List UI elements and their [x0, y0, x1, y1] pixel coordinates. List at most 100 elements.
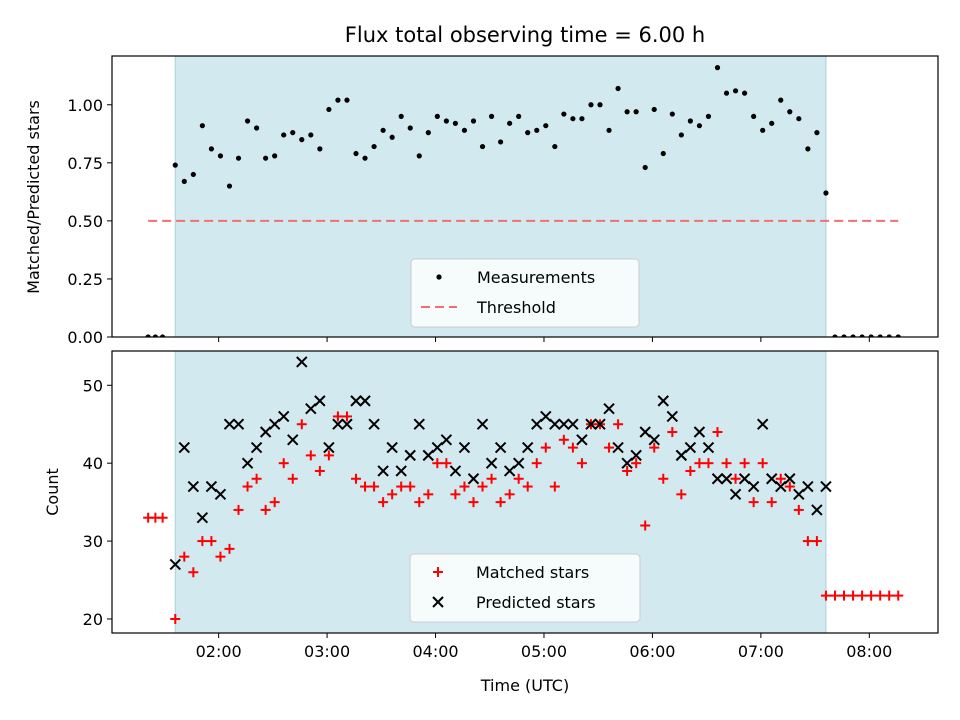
predicted-star-point: [522, 441, 534, 454]
measurement-point: [850, 334, 856, 337]
predicted-star-point: [205, 480, 218, 493]
measurement-point: [317, 146, 323, 152]
measurement-point: [669, 111, 675, 117]
measurement-point: [253, 125, 260, 131]
matched-star-point: [251, 473, 262, 484]
measurement-point: [714, 65, 721, 71]
top-ytick-label: 0.25: [67, 270, 103, 289]
measurement-point: [299, 137, 305, 143]
bottom-series-0: [143, 411, 904, 624]
matched-star-point: [857, 590, 868, 601]
bottom-xtick-label: 08:00: [846, 642, 892, 661]
matched-star-point: [188, 567, 199, 578]
measurement-point: [751, 113, 757, 119]
measurement-point: [470, 118, 477, 124]
bottom-chart-xlabel: Time (UTC): [480, 676, 569, 695]
top-ytick-label: 0.75: [67, 154, 103, 173]
matched-star-point: [829, 590, 840, 601]
measurement-point: [570, 116, 576, 122]
matched-star-point: [269, 497, 280, 508]
matched-star-point: [215, 551, 226, 562]
top-ytick-label: 0.50: [67, 212, 103, 231]
matched-star-point: [332, 411, 343, 422]
matched-star-point: [549, 481, 560, 492]
matched-star-point: [567, 442, 578, 453]
matched-star-point: [658, 473, 669, 484]
predicted-star-point: [802, 480, 814, 493]
matched-star-point: [793, 504, 804, 515]
matched-star-point: [775, 473, 786, 484]
measurement-point: [660, 150, 666, 157]
matched-star-point: [242, 481, 253, 492]
predicted-star-point: [377, 465, 389, 477]
matched-star-point: [314, 465, 325, 476]
matched-star-point: [468, 497, 479, 508]
matched-star-point: [170, 613, 181, 624]
matched-star-point: [513, 473, 524, 484]
predicted-star-point: [720, 473, 733, 485]
measurement-point: [678, 132, 684, 138]
matched-star-point: [305, 450, 316, 461]
measurement-point: [272, 153, 278, 159]
predicted-star-point: [585, 418, 597, 430]
measurement-point: [497, 139, 504, 145]
matched-star-point: [820, 590, 831, 601]
matched-star-point: [540, 442, 551, 453]
predicted-star-point: [386, 441, 398, 454]
measurement-point: [181, 178, 187, 185]
matched-star-point: [432, 458, 443, 469]
measurement-point: [877, 334, 883, 337]
predicted-star-point: [395, 465, 407, 477]
predicted-star-point: [476, 418, 489, 430]
matched-star-point: [224, 543, 235, 554]
top-legend-entry: Measurements: [436, 268, 595, 287]
predicted-star-point: [196, 512, 209, 524]
measurement-point: [217, 153, 224, 159]
matched-star-point: [441, 458, 452, 469]
predicted-star-point: [503, 465, 516, 477]
predicted-star-point: [666, 410, 679, 423]
matched-star-point: [197, 536, 208, 547]
measurement-point: [353, 150, 359, 157]
measurement-point: [461, 127, 468, 133]
measurement-point: [615, 85, 621, 92]
measurement-point: [389, 134, 395, 140]
predicted-star-point: [657, 395, 669, 407]
predicted-star-point: [223, 418, 236, 430]
measurement-point: [434, 113, 440, 119]
measurement-point: [814, 130, 820, 136]
predicted-star-point: [775, 480, 787, 493]
measurement-point: [344, 97, 350, 103]
predicted-star-point: [766, 473, 778, 485]
top-legend-box: [410, 258, 640, 328]
matched-star-point: [414, 497, 425, 508]
measurement-point: [488, 113, 495, 119]
matched-star-point: [839, 590, 850, 601]
matched-star-point: [522, 481, 533, 492]
matched-star-point: [694, 458, 705, 469]
bottom-ytick-label: 50: [83, 376, 103, 395]
bottom-legend: Matched stars Predicted stars: [409, 553, 641, 623]
predicted-star-point: [341, 418, 353, 430]
measurement-point: [407, 125, 413, 131]
matched-star-point: [766, 497, 777, 508]
top-chart-title: Flux total observing time = 6.00 h: [345, 23, 705, 47]
measurement-point: [290, 130, 296, 136]
bottom-ytick-label: 20: [83, 610, 103, 629]
predicted-star-point: [540, 410, 552, 423]
matched-star-point: [360, 481, 371, 492]
predicted-star-point: [449, 465, 462, 477]
top-marks: [145, 65, 901, 337]
measurement-point: [425, 130, 431, 136]
matched-star-point: [784, 481, 795, 492]
bottom-xtick-label: 04:00: [412, 642, 458, 661]
predicted-star-point: [413, 418, 425, 430]
measurement-point: [633, 109, 639, 115]
bottom-legend-label: Matched stars: [476, 563, 589, 582]
measurement-point: [308, 132, 314, 138]
measurement-point: [543, 123, 549, 129]
matched-star-point: [848, 590, 859, 601]
measurement-point: [152, 334, 158, 337]
predicted-star-point: [268, 418, 281, 430]
predicted-star-point: [287, 434, 299, 446]
